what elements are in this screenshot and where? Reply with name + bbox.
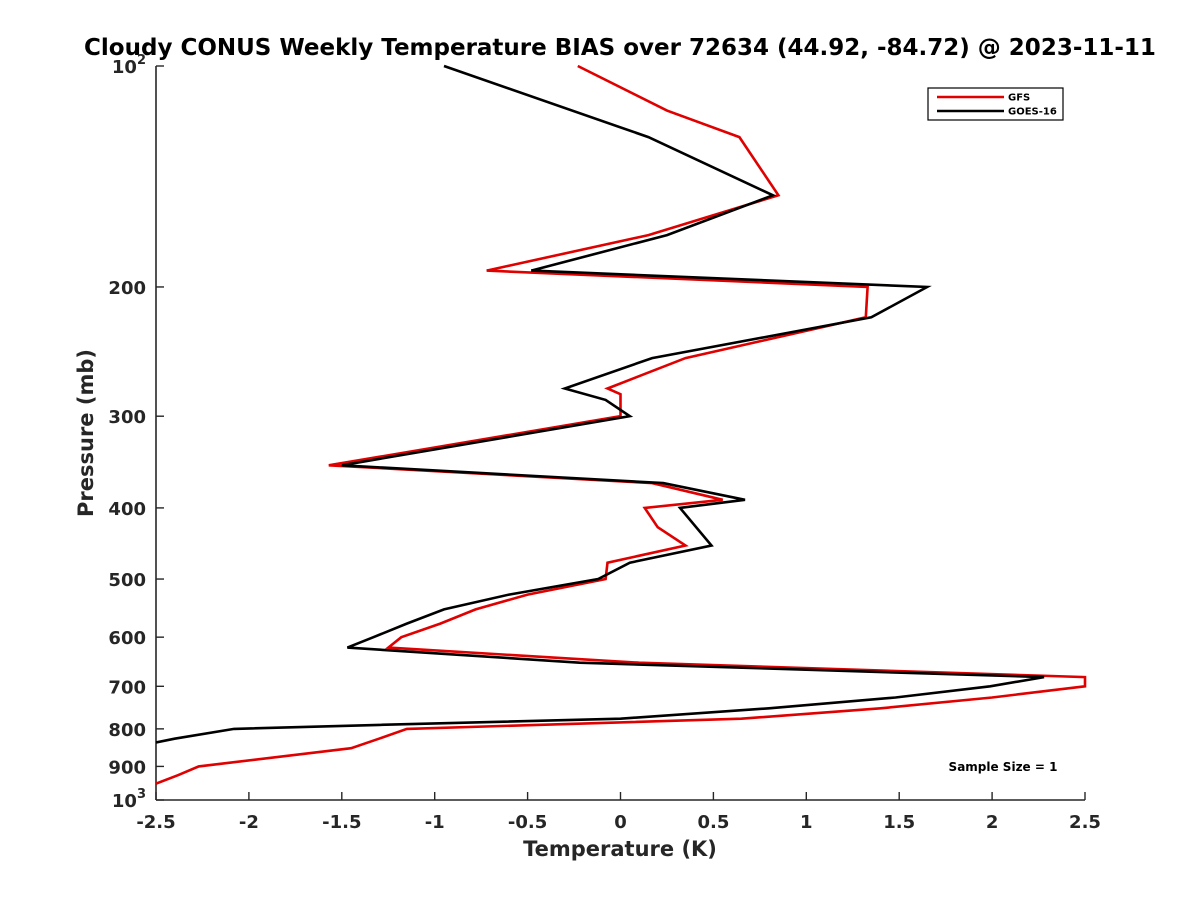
legend: GFS GOES-16 — [927, 87, 1064, 121]
y-tick-label: 500 — [108, 570, 146, 591]
y-tick-label: 800 — [108, 720, 146, 741]
x-tick-label: 1 — [800, 812, 813, 833]
x-axis-ticks: -2.5 -2 -1.5 -1 -0.5 0 0.5 1 1.5 2 2.5 — [136, 792, 1101, 833]
y-axis-label: Pressure (mb) — [74, 349, 98, 517]
series-line-gfs — [156, 64, 1087, 785]
y-tick-label: 300 — [108, 407, 146, 428]
x-tick-label: -2 — [239, 812, 259, 833]
y-tick-label: 700 — [108, 677, 146, 698]
legend-box — [927, 87, 1064, 121]
legend-label-gfs: GFS — [1008, 93, 1030, 104]
x-tick-label: -1.5 — [322, 812, 361, 833]
x-tick-label: 1.5 — [883, 812, 915, 833]
x-axis-label: Temperature (K) — [523, 837, 717, 861]
x-tick-label: -2.5 — [136, 812, 175, 833]
y-tick-label: 900 — [108, 757, 146, 778]
x-tick-label: 0.5 — [697, 812, 729, 833]
plot-axes — [155, 66, 1085, 801]
series-layer — [156, 64, 1087, 785]
chart-title: Cloudy CONUS Weekly Temperature BIAS ove… — [84, 35, 1156, 61]
x-tick-label: 2.5 — [1069, 812, 1101, 833]
legend-label-goes16: GOES-16 — [1008, 107, 1057, 118]
x-tick-label: -0.5 — [508, 812, 547, 833]
y-tick-label: 102 — [112, 53, 146, 78]
y-tick-label: 400 — [108, 499, 146, 520]
x-tick-label: 2 — [986, 812, 999, 833]
x-tick-label: 0 — [614, 812, 627, 833]
y-tick-label: 600 — [108, 628, 146, 649]
sample-size-annotation: Sample Size = 1 — [949, 760, 1058, 774]
series-line-goes16 — [156, 64, 1045, 744]
x-tick-label: -1 — [425, 812, 445, 833]
y-tick-label: 200 — [108, 278, 146, 299]
y-tick-label: 103 — [112, 787, 146, 812]
y-axis-ticks: 102 200 300 400 500 600 700 800 900 103 — [108, 53, 164, 812]
